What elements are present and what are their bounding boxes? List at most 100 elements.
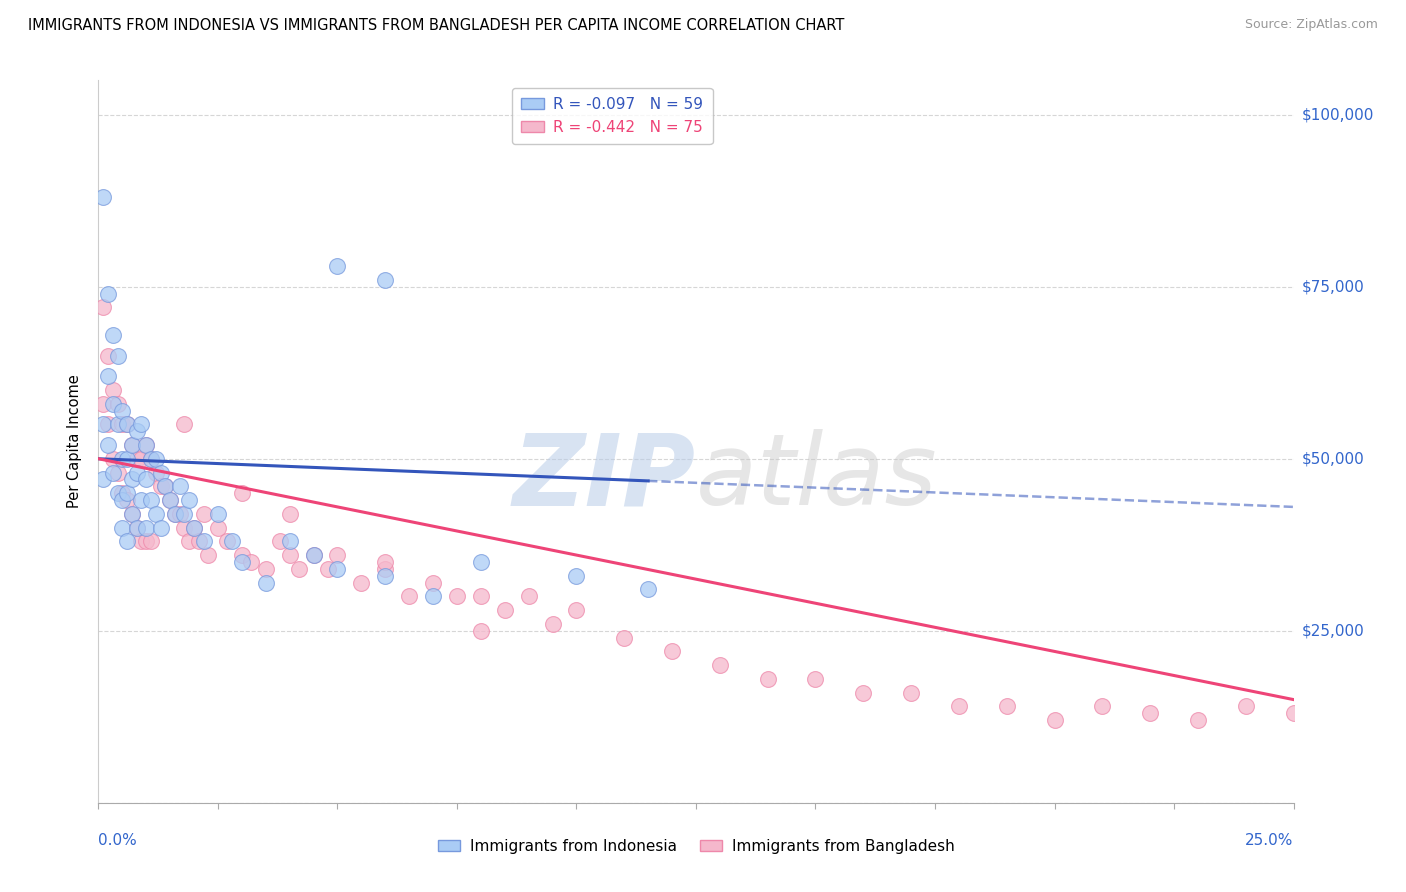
Point <box>121 438 143 452</box>
Point <box>637 582 659 597</box>
Point <box>350 575 373 590</box>
Point <box>169 479 191 493</box>
Point <box>125 520 148 534</box>
Point <box>121 507 143 521</box>
Point <box>852 686 875 700</box>
Point <box>115 486 138 500</box>
Point <box>155 479 177 493</box>
Point <box>173 417 195 432</box>
Point <box>159 493 181 508</box>
Point <box>155 479 177 493</box>
Point <box>91 417 114 432</box>
Text: $75,000: $75,000 <box>1302 279 1365 294</box>
Point <box>145 451 167 466</box>
Point <box>326 562 349 576</box>
Point <box>470 624 492 638</box>
Point <box>115 417 138 432</box>
Point <box>326 548 349 562</box>
Text: 25.0%: 25.0% <box>1246 833 1294 848</box>
Point <box>139 451 162 466</box>
Point <box>149 466 172 480</box>
Point <box>326 259 349 273</box>
Point <box>1043 713 1066 727</box>
Point <box>169 507 191 521</box>
Y-axis label: Per Capita Income: Per Capita Income <box>67 375 83 508</box>
Text: $50,000: $50,000 <box>1302 451 1365 467</box>
Point <box>231 555 253 569</box>
Point <box>240 555 263 569</box>
Text: $100,000: $100,000 <box>1302 107 1374 122</box>
Point <box>101 466 124 480</box>
Point <box>139 534 162 549</box>
Point <box>97 417 120 432</box>
Point <box>111 451 134 466</box>
Point <box>149 520 172 534</box>
Point <box>374 555 396 569</box>
Point <box>131 493 153 508</box>
Point <box>565 568 588 582</box>
Point <box>422 575 444 590</box>
Point <box>288 562 311 576</box>
Text: atlas: atlas <box>696 429 938 526</box>
Point <box>494 603 516 617</box>
Text: ZIP: ZIP <box>513 429 696 526</box>
Point <box>179 493 201 508</box>
Point <box>131 451 153 466</box>
Point <box>107 466 129 480</box>
Point <box>91 301 114 315</box>
Point <box>565 603 588 617</box>
Point <box>470 555 492 569</box>
Point <box>316 562 339 576</box>
Point <box>121 507 143 521</box>
Point <box>374 562 396 576</box>
Point <box>179 534 201 549</box>
Point <box>115 493 138 508</box>
Text: IMMIGRANTS FROM INDONESIA VS IMMIGRANTS FROM BANGLADESH PER CAPITA INCOME CORREL: IMMIGRANTS FROM INDONESIA VS IMMIGRANTS … <box>28 18 845 33</box>
Point <box>302 548 325 562</box>
Point <box>163 507 186 521</box>
Point <box>107 397 129 411</box>
Point <box>231 486 253 500</box>
Point <box>231 548 253 562</box>
Point <box>278 534 301 549</box>
Point <box>163 507 186 521</box>
Point <box>121 472 143 486</box>
Point <box>125 520 148 534</box>
Point <box>207 520 229 534</box>
Point <box>125 424 148 438</box>
Point <box>149 479 172 493</box>
Point <box>517 590 540 604</box>
Point <box>159 493 181 508</box>
Point <box>1282 706 1305 721</box>
Text: Source: ZipAtlas.com: Source: ZipAtlas.com <box>1244 18 1378 31</box>
Point <box>125 466 148 480</box>
Point <box>101 397 124 411</box>
Point <box>97 286 120 301</box>
Point <box>139 493 162 508</box>
Point <box>135 472 157 486</box>
Point <box>948 699 970 714</box>
Point <box>91 397 114 411</box>
Point <box>97 438 120 452</box>
Point <box>254 575 277 590</box>
Point <box>541 616 564 631</box>
Point <box>107 486 129 500</box>
Point <box>446 590 468 604</box>
Point <box>1139 706 1161 721</box>
Text: $25,000: $25,000 <box>1302 624 1365 639</box>
Point <box>139 451 162 466</box>
Point <box>661 644 683 658</box>
Point <box>221 534 243 549</box>
Point <box>135 534 157 549</box>
Point <box>173 520 195 534</box>
Point <box>183 520 205 534</box>
Point <box>107 349 129 363</box>
Point <box>995 699 1018 714</box>
Point <box>115 451 138 466</box>
Point <box>97 349 120 363</box>
Point <box>111 520 134 534</box>
Point <box>111 486 134 500</box>
Legend: Immigrants from Indonesia, Immigrants from Bangladesh: Immigrants from Indonesia, Immigrants fr… <box>432 833 960 860</box>
Point <box>91 472 114 486</box>
Point <box>145 466 167 480</box>
